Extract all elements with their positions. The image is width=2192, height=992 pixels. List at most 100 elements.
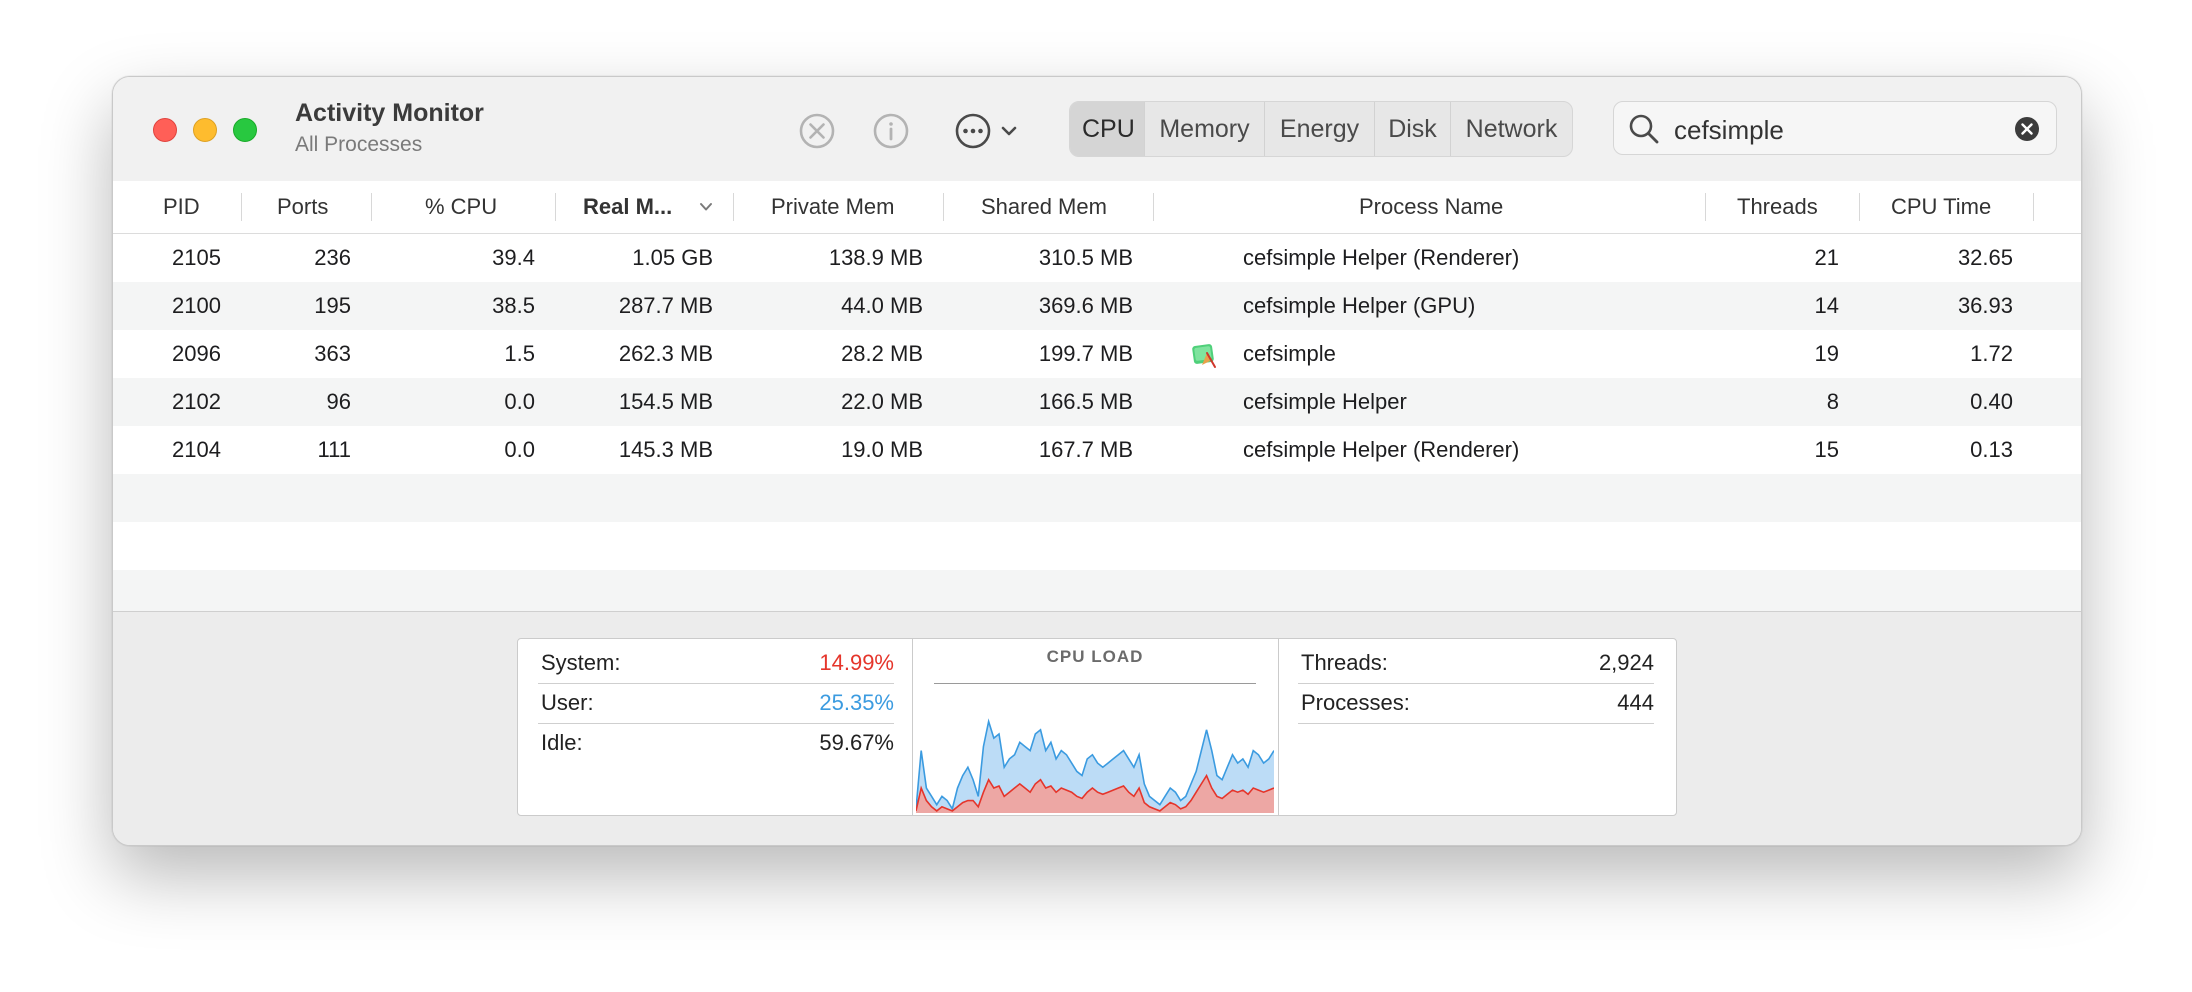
pid-cell: 2096: [172, 341, 221, 366]
ports-cell: 96: [326, 389, 351, 414]
user-load-line: [916, 718, 1274, 811]
shared-mem-cell: 199.7 MB: [1038, 341, 1133, 366]
tab-memory[interactable]: Memory: [1144, 102, 1264, 156]
column-header-cpu-time[interactable]: CPU Time: [1891, 194, 1992, 219]
tab-network[interactable]: Network: [1450, 102, 1572, 156]
graph-title: CPU LOAD: [1046, 647, 1144, 666]
cpu-load-graph: CPU LOAD: [912, 639, 1279, 815]
column-header-ports[interactable]: Ports: [277, 194, 329, 219]
shared-mem-cell: 167.7 MB: [1038, 437, 1133, 462]
cpu-time-cell: 1.72: [1970, 341, 2013, 366]
process-name-cell: cefsimple Helper (Renderer): [1243, 437, 1520, 462]
pid-cell: 2100: [172, 293, 221, 318]
zoom-window-button[interactable]: [233, 118, 257, 142]
x-circle-icon: [799, 113, 835, 149]
shared-mem-cell: 369.6 MB: [1038, 293, 1133, 318]
ports-cell: 236: [314, 245, 351, 270]
cpu-cell: 0.0: [504, 389, 535, 414]
tab-energy[interactable]: Energy: [1264, 102, 1374, 156]
private-mem-cell: 138.9 MB: [828, 245, 923, 270]
ports-cell: 111: [317, 437, 351, 462]
system-stat: System: 14.99%: [538, 643, 894, 684]
cpu-cell: 39.4: [492, 245, 535, 270]
column-header-cpu[interactable]: % CPU: [425, 194, 498, 219]
threads-cell: 14: [1814, 293, 1839, 318]
system-value: 14.99%: [819, 650, 894, 675]
empty-row: [113, 570, 2081, 618]
clear-search-icon[interactable]: [2014, 116, 2040, 142]
private-mem-cell: 19.0 MB: [841, 437, 923, 462]
column-header-pid[interactable]: PID: [163, 194, 200, 219]
threads-cell: 19: [1814, 341, 1839, 366]
real-mem-cell: 154.5 MB: [618, 389, 713, 414]
title-bar: Activity Monitor All Processes: [113, 77, 2081, 182]
tab-disk[interactable]: Disk: [1374, 102, 1450, 156]
private-mem-cell: 22.0 MB: [841, 389, 923, 414]
table-header: PID Ports % CPU Real M... Private Mem Sh…: [113, 181, 2081, 234]
process-name-cell: cefsimple: [1243, 341, 1336, 366]
shared-mem-cell: 166.5 MB: [1038, 389, 1133, 414]
real-mem-cell: 262.3 MB: [618, 341, 713, 366]
user-load-area: [916, 721, 1274, 813]
pid-cell: 2104: [172, 437, 221, 462]
pid-cell: 2105: [172, 245, 221, 270]
search-icon: [1629, 114, 1659, 144]
column-header-real-mem[interactable]: Real M...: [583, 194, 673, 219]
sort-descending-icon: [700, 203, 712, 211]
cpu-cell: 1.5: [504, 341, 535, 366]
cpu-cell: 38.5: [492, 293, 535, 318]
user-value: 25.35%: [819, 690, 894, 715]
table-row[interactable]: 2096 363 1.5 262.3 MB 28.2 MB 199.7 MB c…: [113, 330, 2081, 378]
idle-stat: Idle: 59.67%: [538, 723, 894, 763]
real-mem-cell: 145.3 MB: [618, 437, 713, 462]
tab-cpu[interactable]: CPU: [1070, 102, 1144, 156]
ports-cell: 363: [314, 341, 351, 366]
info-icon: [873, 113, 909, 149]
process-table: 2105 236 39.4 1.05 GB 138.9 MB 310.5 MB …: [113, 234, 2081, 618]
processes-value: 444: [1617, 690, 1654, 715]
system-label: System:: [541, 650, 621, 675]
cpu-time-cell: 0.13: [1970, 437, 2013, 462]
search-field: [1613, 101, 2057, 155]
cpu-time-cell: 0.40: [1970, 389, 2013, 414]
view-tabs: CPU Memory Energy Disk Network: [1069, 101, 1573, 157]
process-name-cell: cefsimple Helper (GPU): [1243, 293, 1476, 318]
app-title: Activity Monitor: [295, 99, 484, 127]
column-header-shared-mem[interactable]: Shared Mem: [981, 194, 1107, 219]
column-header-process-name[interactable]: Process Name: [1359, 194, 1504, 219]
user-label: User:: [541, 690, 594, 715]
threads-stat: Threads: 2,924: [1298, 643, 1654, 684]
shared-mem-cell: 310.5 MB: [1038, 245, 1133, 270]
close-window-button[interactable]: [153, 118, 177, 142]
inspect-process-button[interactable]: [871, 111, 911, 151]
cpu-cell: 0.0: [504, 437, 535, 462]
empty-row: [113, 522, 2081, 570]
column-header-private-mem[interactable]: Private Mem: [771, 194, 895, 219]
table-row[interactable]: 2102 96 0.0 154.5 MB 22.0 MB 166.5 MB ce…: [113, 378, 2081, 426]
threads-cell: 15: [1814, 437, 1839, 462]
threads-value: 2,924: [1598, 650, 1654, 675]
table-row[interactable]: 2105 236 39.4 1.05 GB 138.9 MB 310.5 MB …: [113, 234, 2081, 282]
cpu-summary-panel: System: 14.99% User: 25.35% Idle: 59.67%…: [517, 638, 1677, 816]
minimize-window-button[interactable]: [193, 118, 217, 142]
idle-label: Idle:: [541, 730, 583, 755]
system-load-area: [916, 775, 1274, 813]
process-name-cell: cefsimple Helper: [1243, 389, 1407, 414]
column-header-threads[interactable]: Threads: [1737, 194, 1818, 219]
view-subtitle[interactable]: All Processes: [295, 133, 423, 156]
table-row[interactable]: 2104 111 0.0 145.3 MB 19.0 MB 167.7 MB c…: [113, 426, 2081, 474]
system-load-line: [916, 773, 1274, 812]
stop-process-button[interactable]: [797, 111, 837, 151]
real-mem-cell: 1.05 GB: [632, 245, 713, 270]
idle-value: 59.67%: [819, 730, 894, 755]
cpu-usage-stats: System: 14.99% User: 25.35% Idle: 59.67%: [518, 639, 913, 815]
processes-stat: Processes: 444: [1298, 683, 1654, 724]
empty-row: [113, 474, 2081, 522]
threads-label: Threads:: [1301, 650, 1388, 675]
user-stat: User: 25.35%: [538, 683, 894, 724]
process-name-cell: cefsimple Helper (Renderer): [1243, 245, 1520, 270]
more-actions-button[interactable]: [951, 109, 1031, 153]
table-row[interactable]: 2100 195 38.5 287.7 MB 44.0 MB 369.6 MB …: [113, 282, 2081, 330]
search-input[interactable]: [1672, 110, 1996, 150]
app-icon: [1192, 344, 1216, 368]
